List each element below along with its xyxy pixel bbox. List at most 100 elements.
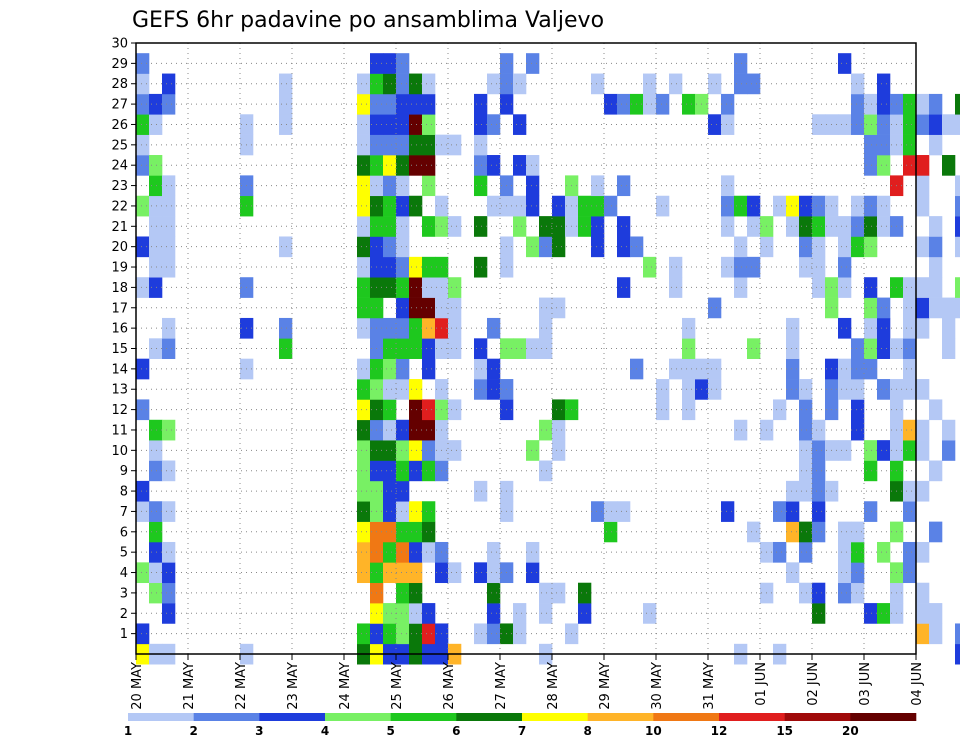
heatmap-cell: [929, 93, 943, 115]
heatmap-cell: [942, 114, 956, 135]
heatmap-cell: [474, 338, 488, 359]
heatmap-cell: [383, 603, 397, 624]
heatmap-cell: [396, 379, 410, 400]
heatmap-cell: [682, 379, 696, 400]
heatmap-cell: [448, 134, 462, 156]
heatmap-cell: [149, 460, 163, 482]
heatmap-cell: [955, 297, 960, 319]
heatmap-cell: [812, 440, 826, 461]
y-tick-label: 9: [120, 464, 128, 479]
heatmap-cell: [812, 236, 826, 258]
heatmap-cell: [487, 379, 501, 400]
heatmap-cell: [799, 256, 813, 278]
heatmap-cell: [396, 53, 410, 74]
heatmap-cell: [552, 419, 566, 441]
heatmap-cell: [526, 562, 540, 584]
heatmap-cell: [136, 562, 150, 584]
heatmap-cell: [838, 53, 852, 74]
heatmap-cell: [383, 256, 397, 278]
heatmap-cell: [721, 195, 735, 217]
heatmap-cell: [422, 256, 436, 278]
y-tick-label: 25: [111, 138, 128, 153]
heatmap-cell: [526, 155, 540, 176]
heatmap-cell: [955, 195, 960, 217]
x-tick-label: 24 MAY: [338, 662, 353, 710]
heatmap-cell: [526, 440, 540, 461]
heatmap-cell: [786, 195, 800, 217]
heatmap-cell: [526, 338, 540, 359]
heatmap-cell: [799, 195, 813, 217]
heatmap-cell: [422, 175, 436, 197]
heatmap-cell: [513, 338, 527, 359]
heatmap-cell: [617, 277, 631, 298]
y-tick-label: 1: [120, 627, 128, 642]
heatmap-cell: [357, 175, 371, 197]
heatmap-cell: [409, 134, 423, 156]
heatmap-cell: [383, 440, 397, 461]
x-tick-label: 20 MAY: [130, 662, 145, 710]
x-tick-label: 29 MAY: [598, 662, 613, 710]
heatmap-cell: [929, 216, 943, 237]
heatmap-cell: [383, 53, 397, 74]
heatmap-cell: [162, 562, 176, 584]
heatmap-cell: [162, 501, 176, 522]
heatmap-cell: [851, 93, 865, 115]
heatmap-cell: [136, 73, 150, 95]
heatmap-cell: [591, 73, 605, 95]
heatmap-cells: [136, 53, 960, 665]
heatmap-cell: [903, 277, 917, 298]
heatmap-cell: [916, 93, 930, 115]
heatmap-cell: [916, 236, 930, 258]
heatmap-cell: [136, 195, 150, 217]
heatmap-cell: [357, 480, 371, 502]
heatmap-cell: [396, 195, 410, 217]
heatmap-cell: [552, 582, 566, 604]
heatmap-cell: [474, 562, 488, 584]
heatmap-cell: [474, 623, 488, 645]
heatmap-cell: [799, 480, 813, 502]
heatmap-cell: [383, 501, 397, 522]
heatmap-cell: [734, 277, 748, 298]
heatmap-cell: [357, 236, 371, 258]
heatmap-cell: [929, 623, 943, 645]
heatmap-cell: [149, 93, 163, 115]
heatmap-cell: [409, 603, 423, 624]
y-tick-label: 8: [120, 485, 128, 500]
heatmap-cell: [864, 603, 878, 624]
heatmap-cell: [864, 440, 878, 461]
x-tick-label: 22 MAY: [234, 662, 249, 710]
heatmap-cell: [279, 236, 293, 258]
heatmap-cell: [357, 73, 371, 95]
heatmap-cell: [487, 541, 501, 563]
heatmap-cell: [955, 643, 960, 665]
y-tick-label: 3: [120, 586, 128, 601]
heatmap-cell: [279, 317, 293, 339]
heatmap-cell: [903, 440, 917, 461]
y-tick-label: 29: [111, 57, 128, 72]
heatmap-cell: [877, 541, 891, 563]
heatmap-cell: [396, 114, 410, 135]
heatmap-cell: [448, 277, 462, 298]
heatmap-cell: [487, 195, 501, 217]
heatmap-cell: [149, 175, 163, 197]
heatmap-cell: [448, 399, 462, 421]
heatmap-cell: [903, 134, 917, 156]
heatmap-cell: [812, 460, 826, 482]
heatmap-cell: [357, 195, 371, 217]
heatmap-cell: [474, 358, 488, 380]
heatmap-cell: [526, 175, 540, 197]
heatmap-cell: [149, 338, 163, 359]
heatmap-cell: [162, 317, 176, 339]
heatmap-cell: [383, 73, 397, 95]
heatmap-cell: [851, 521, 865, 543]
heatmap-cell: [812, 277, 826, 298]
heatmap-cell: [786, 317, 800, 339]
heatmap-cell: [643, 256, 657, 278]
heatmap-cell: [734, 236, 748, 258]
heatmap-cell: [916, 623, 930, 645]
heatmap-cell: [916, 379, 930, 400]
heatmap-cell: [422, 541, 436, 563]
heatmap-cell: [552, 195, 566, 217]
heatmap-cell: [383, 379, 397, 400]
heatmap-cell: [864, 236, 878, 258]
